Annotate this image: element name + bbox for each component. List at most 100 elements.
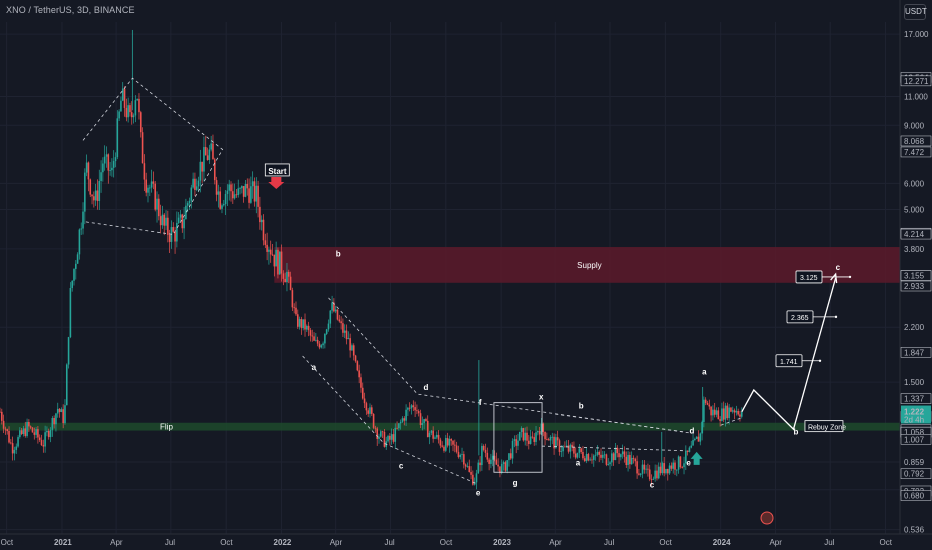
candle-body: [565, 445, 568, 447]
candle-body: [683, 463, 685, 468]
candle-body: [676, 469, 678, 471]
candle-body: [219, 191, 221, 209]
candle-body: [733, 410, 736, 413]
candle-body: [524, 432, 527, 441]
candle-body: [199, 161, 202, 181]
wave-label-layer: 3.125 2.365 1.741 Start b a d f x b c e g a d e c a b c: [264, 163, 852, 525]
candle-body: [481, 445, 483, 466]
candle-body: [506, 460, 508, 471]
candle-body: [450, 438, 453, 441]
candle-body: [345, 330, 348, 340]
candle-body: [94, 190, 97, 201]
candle-body: [571, 444, 573, 448]
candle-body: [390, 434, 393, 440]
wave-label: g: [513, 478, 518, 487]
candle-body: [29, 426, 32, 428]
x-tick-label: 2022: [274, 538, 292, 547]
price-marker-box: [900, 270, 932, 281]
candle-body: [168, 234, 171, 242]
candle-body: [562, 446, 564, 452]
candle-body: [472, 474, 474, 485]
price-axis[interactable]: 17.000 11.000 9.000 6.000 5.000 3.800 2.200 1.5…: [899, 0, 932, 550]
candle-body: [44, 432, 46, 447]
start-box: [264, 163, 290, 177]
candle-body: [26, 422, 28, 436]
candle-body: [246, 184, 249, 189]
time-axis[interactable]: Oct 2021 Apr Jul Oct 2022 Apr Jul Oct 2023 Apr Jul O…: [0, 533, 932, 550]
candle-body: [739, 414, 741, 417]
candle-body: [726, 405, 729, 419]
candle-body: [109, 170, 111, 171]
candle-body: [67, 337, 70, 365]
candle-body: [8, 431, 10, 443]
price-marker-box: [900, 347, 932, 358]
candle-body: [674, 462, 676, 470]
candle-body: [657, 466, 660, 479]
candle-body: [212, 143, 214, 160]
candle-body: [147, 187, 149, 193]
candle-body: [647, 468, 649, 470]
candle-body: [208, 149, 211, 160]
candle-body: [452, 440, 454, 445]
candle-body: [695, 436, 698, 439]
candle-body: [515, 439, 517, 446]
candle-body: [56, 408, 59, 414]
candle-body: [600, 454, 602, 458]
candle-body: [502, 462, 505, 464]
candle-body: [291, 290, 294, 308]
x-tick-label: 2021: [54, 538, 72, 547]
candle-body: [441, 445, 443, 447]
price-marker-label: 1.337: [904, 395, 925, 404]
x-tick-label: Oct: [1, 538, 14, 547]
candle-body: [204, 147, 207, 156]
candle-body: [278, 251, 281, 275]
pattern-lines: [82, 77, 838, 484]
candle-body: [237, 188, 240, 195]
candle-body: [547, 439, 550, 441]
candle-body: [318, 343, 321, 348]
candle-body: [250, 186, 252, 203]
candle-body: [538, 431, 541, 435]
wave-label: c: [399, 462, 404, 471]
candle-body: [24, 428, 27, 436]
candle-body: [444, 438, 447, 451]
candle-body: [425, 419, 427, 421]
candle-body: [197, 180, 200, 187]
x-tick-label: Apr: [549, 538, 562, 547]
candle-body: [73, 268, 75, 281]
candle-body: [737, 411, 739, 415]
candle-body: [71, 280, 73, 289]
candle-body: [513, 439, 516, 441]
candle-body: [587, 453, 590, 461]
candle-body: [607, 464, 610, 465]
candle-body: [47, 430, 50, 438]
candle-body: [694, 438, 696, 441]
candle-body: [663, 463, 665, 474]
candle-body: [609, 462, 611, 465]
currency-button[interactable]: USDT: [904, 4, 927, 20]
y-tick-label: 11.000: [904, 93, 928, 102]
candle-body: [64, 405, 66, 424]
candle-body: [325, 329, 328, 334]
candle-body: [583, 458, 586, 462]
candle-body: [620, 454, 622, 458]
candle-body: [486, 452, 489, 460]
candle-body: [712, 409, 714, 416]
candle-body: [40, 440, 43, 446]
candle-body: [652, 478, 655, 480]
candle-body: [401, 418, 404, 422]
candle-body: [172, 227, 175, 232]
candle-body: [165, 217, 167, 226]
candle-body: [338, 319, 341, 322]
candle-body: [403, 418, 406, 421]
candle-body: [573, 447, 575, 454]
y-tick-label: 17.000: [904, 30, 929, 39]
candle-body: [423, 419, 425, 424]
candle-body: [190, 187, 193, 201]
price-marker-label: 8.068: [904, 137, 925, 146]
diamond-pattern: [82, 77, 224, 235]
wave-label: d: [689, 426, 694, 435]
candle-body: [374, 427, 377, 429]
candle-body: [185, 205, 187, 220]
